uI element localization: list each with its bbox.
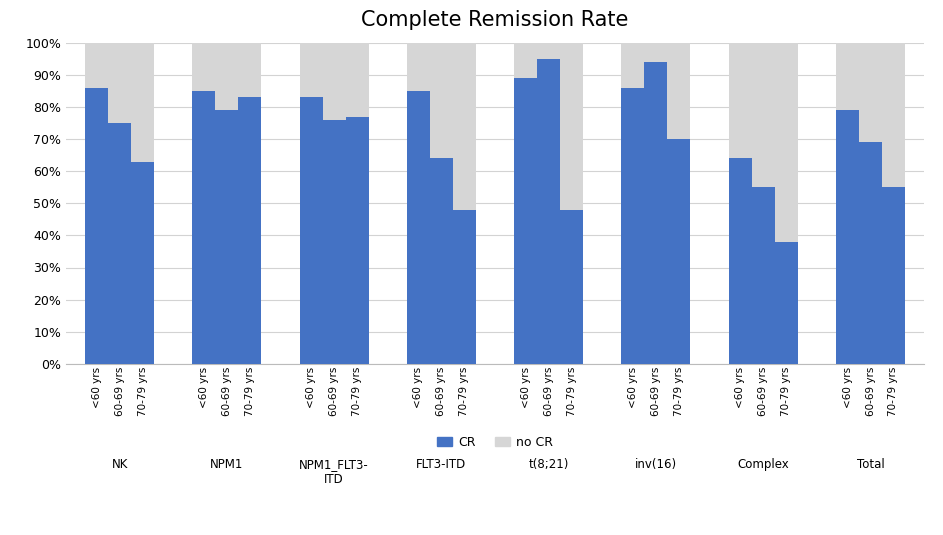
Text: NPM1: NPM1 xyxy=(210,458,243,471)
Bar xyxy=(108,123,131,364)
Text: Complex: Complex xyxy=(737,458,789,471)
Text: NK: NK xyxy=(111,458,128,471)
Bar xyxy=(882,187,905,364)
Bar xyxy=(453,210,476,364)
Bar xyxy=(836,110,859,364)
Bar xyxy=(859,142,882,364)
Bar xyxy=(859,43,882,364)
Bar xyxy=(239,97,261,364)
Bar xyxy=(644,62,668,364)
Bar xyxy=(621,88,644,364)
Bar xyxy=(752,43,775,364)
Bar xyxy=(560,210,583,364)
Bar xyxy=(514,43,538,364)
Bar xyxy=(300,97,323,364)
Bar xyxy=(430,158,453,364)
Bar xyxy=(752,187,775,364)
Bar xyxy=(729,43,752,364)
Bar xyxy=(239,43,261,364)
Bar xyxy=(108,43,131,364)
Bar xyxy=(85,43,108,364)
Bar xyxy=(560,43,583,364)
Bar xyxy=(453,43,476,364)
Bar xyxy=(644,43,668,364)
Bar xyxy=(323,120,346,364)
Text: Total: Total xyxy=(856,458,885,471)
Text: NPM1_FLT3-
ITD: NPM1_FLT3- ITD xyxy=(299,458,369,486)
Bar xyxy=(346,43,369,364)
Text: FLT3-ITD: FLT3-ITD xyxy=(416,458,467,471)
Bar xyxy=(131,162,154,364)
Text: inv(16): inv(16) xyxy=(635,458,677,471)
Bar xyxy=(668,43,690,364)
Bar xyxy=(85,88,108,364)
Bar xyxy=(215,43,239,364)
Bar xyxy=(407,91,430,364)
Bar xyxy=(407,43,430,364)
Bar xyxy=(300,43,323,364)
Bar xyxy=(621,43,644,364)
Bar xyxy=(775,242,798,364)
Bar xyxy=(323,43,346,364)
Bar xyxy=(538,59,560,364)
Bar xyxy=(729,158,752,364)
Bar xyxy=(215,110,239,364)
Legend: CR, no CR: CR, no CR xyxy=(432,431,558,454)
Text: t(8;21): t(8;21) xyxy=(528,458,569,471)
Bar xyxy=(775,43,798,364)
Bar xyxy=(882,43,905,364)
Bar xyxy=(346,117,369,364)
Bar xyxy=(514,78,538,364)
Bar xyxy=(131,43,154,364)
Bar xyxy=(192,43,215,364)
Bar xyxy=(192,91,215,364)
Bar xyxy=(668,139,690,364)
Bar xyxy=(538,43,560,364)
Bar xyxy=(430,43,453,364)
Title: Complete Remission Rate: Complete Remission Rate xyxy=(361,10,629,30)
Bar xyxy=(836,43,859,364)
